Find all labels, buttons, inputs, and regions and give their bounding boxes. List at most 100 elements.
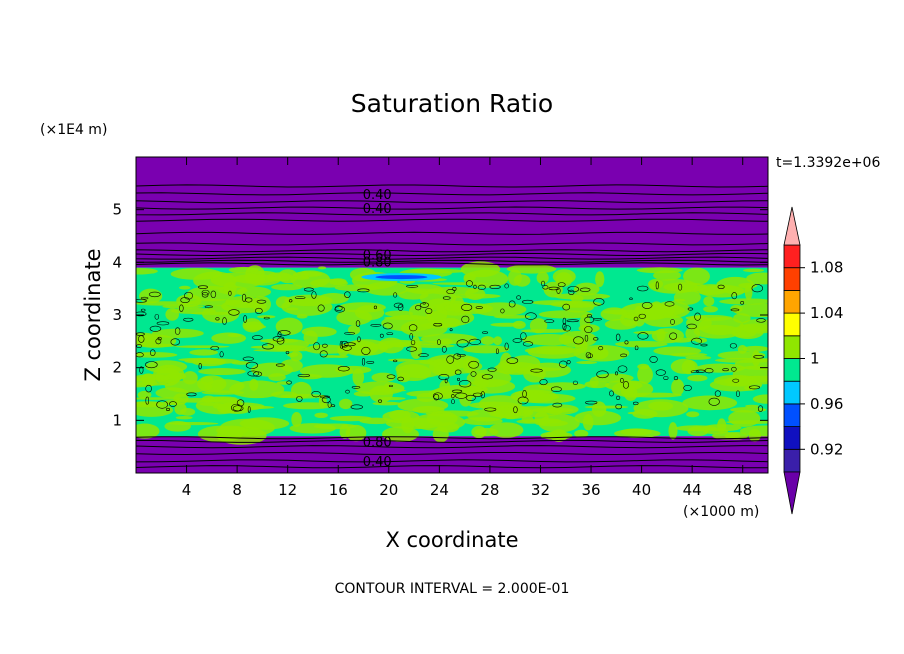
field-contour-speck <box>753 355 764 359</box>
x-tick-label: 12 <box>278 481 297 499</box>
field-contour-speck <box>393 302 404 308</box>
field-patch-green <box>531 300 579 306</box>
field-contour-speck <box>275 363 285 367</box>
field-patch-green <box>395 359 445 379</box>
field-patch-green <box>420 333 477 345</box>
x-tick-label: 16 <box>329 481 348 499</box>
field-contour-speck <box>186 392 197 397</box>
field-contour-speck <box>649 356 658 363</box>
field-patch-green <box>136 423 160 439</box>
field-patch-green <box>257 315 276 319</box>
field-contour-speck <box>557 282 566 288</box>
field-patch-green <box>210 272 266 288</box>
field-patch-green <box>752 394 768 404</box>
contour-line <box>136 436 768 440</box>
field-patch-green <box>211 398 244 404</box>
field-patch-green <box>400 319 448 337</box>
field-contour-speck <box>673 376 679 381</box>
field-contour-speck <box>637 285 649 292</box>
field-contour-speck <box>355 320 361 327</box>
field-patch-green <box>231 361 251 365</box>
field-patch-green <box>745 404 759 408</box>
x-axis-label: X coordinate <box>385 528 518 552</box>
field-patch-green <box>728 410 761 427</box>
contour-line <box>136 218 768 222</box>
field-contour-speck <box>638 313 646 319</box>
field-contour-speck <box>678 283 683 291</box>
field-contour-speck <box>525 312 537 320</box>
field-contour-speck <box>468 338 482 345</box>
field-patch-green <box>669 352 708 357</box>
field-patch-green <box>178 285 191 290</box>
field-patch-green <box>685 326 701 341</box>
field-patch-green <box>595 271 605 288</box>
field-contour-speck <box>253 371 263 377</box>
region-band-2 <box>136 157 768 268</box>
field-contour-speck <box>506 357 519 364</box>
contour-line <box>136 212 768 216</box>
field-contour-speck <box>449 328 453 332</box>
contour-line <box>136 242 768 246</box>
y-tick-label: 1 <box>112 411 122 429</box>
field-patch-green <box>433 364 460 377</box>
field-contour-speck <box>344 291 351 298</box>
field-patch-green <box>136 352 178 358</box>
y-axis-unit: (×1E4 m) <box>40 122 107 138</box>
field-contour-speck <box>140 308 146 312</box>
field-patch-green <box>466 409 506 422</box>
field-contour-speck <box>475 306 483 309</box>
field-contour-speck <box>473 284 477 289</box>
field-contour-speck <box>740 301 745 305</box>
field-patch-green <box>584 405 629 409</box>
field-patch-green <box>512 392 560 401</box>
contour-line <box>136 439 768 444</box>
field-patch-green <box>174 402 187 415</box>
field-contour-speck <box>562 317 567 325</box>
field-contour-speck <box>731 292 738 300</box>
field-patch-green <box>463 269 509 288</box>
field-contour-speck <box>247 370 260 377</box>
field-patch-green <box>334 365 372 374</box>
field-contour-speck <box>504 342 509 351</box>
field-patch-green <box>620 387 634 397</box>
field-contour-speck <box>313 342 320 351</box>
field-contour-speck <box>757 405 764 412</box>
field-contour-speck <box>446 289 455 295</box>
field-contour-speck <box>388 384 393 388</box>
field-contour-speck <box>617 365 628 373</box>
field-contour-speck <box>722 368 729 372</box>
field-patch-green <box>695 337 708 343</box>
field-contour-speck <box>530 368 543 373</box>
field-contour-speck <box>442 296 451 300</box>
field-patch-green <box>304 344 349 354</box>
contour-lines <box>136 184 768 469</box>
field-contour-speck <box>663 376 669 380</box>
field-patch-green <box>243 321 264 331</box>
field-contour-speck <box>379 333 384 338</box>
colorbar: 0.92 0.96 1 1.04 1.08 <box>783 206 843 515</box>
field-patch-green <box>663 282 708 293</box>
field-contour-speck <box>406 285 419 288</box>
field-contour-speck <box>242 356 254 361</box>
field-patch-green <box>509 405 563 417</box>
colorbar-label: 0.92 <box>810 440 843 458</box>
field-contour-speck <box>232 405 244 412</box>
field-contour-speck <box>174 327 181 335</box>
field-contour-speck <box>730 308 740 312</box>
field-patch-green <box>731 375 768 385</box>
field-patch-green <box>413 343 455 348</box>
field-contour-speck <box>756 318 766 323</box>
field-patch-green <box>582 413 594 431</box>
field-contour-speck <box>451 394 455 399</box>
field-contour-speck <box>136 344 142 348</box>
field-patch-green <box>170 268 223 280</box>
field-patch-green <box>313 423 357 430</box>
field-contour-speck <box>669 332 678 340</box>
field-contour-speck <box>461 303 473 312</box>
contour-line <box>136 184 768 188</box>
field-contour-speck <box>406 346 417 352</box>
field-contour-speck <box>263 316 270 320</box>
field-contour-speck <box>204 305 213 309</box>
field-contour-speck <box>361 346 371 355</box>
field-contour-speck <box>393 359 398 363</box>
